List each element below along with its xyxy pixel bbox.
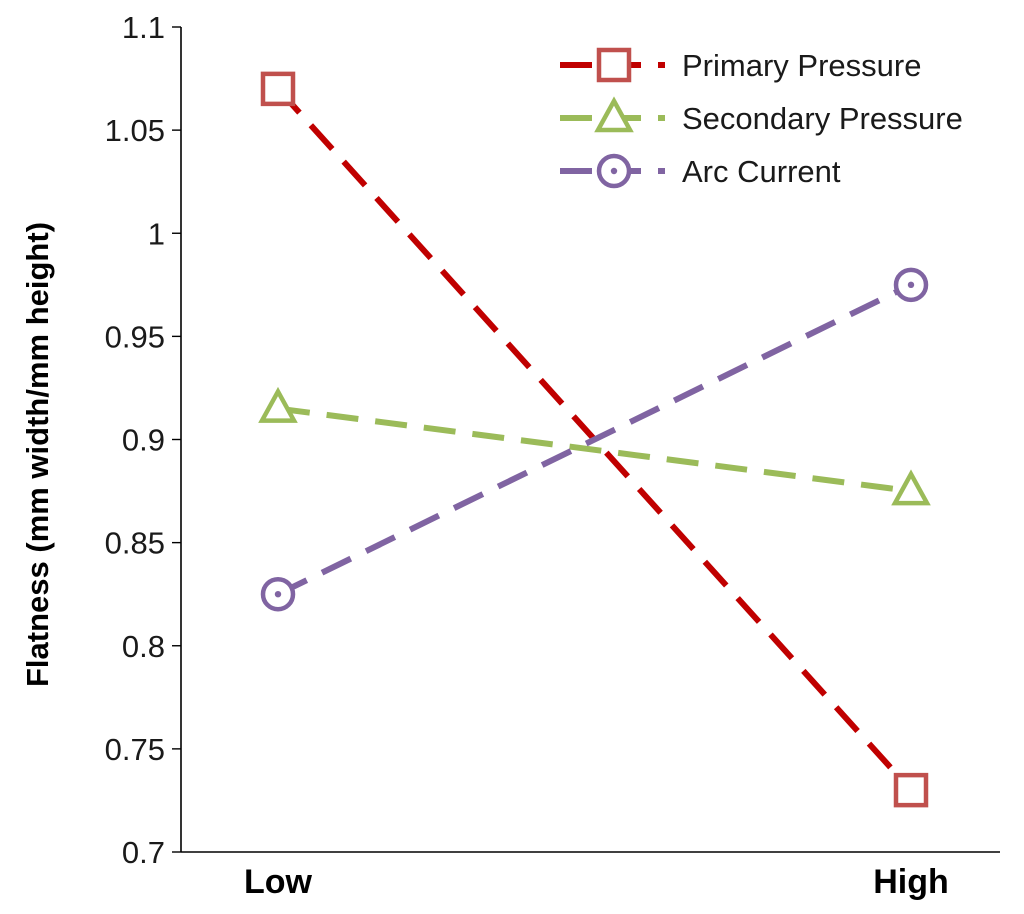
data-point-1-0 [258, 386, 298, 423]
x-category-label: High [873, 863, 949, 901]
x-category-label: Low [244, 863, 313, 901]
legend: Primary Pressure Secondary Pressure Arc Cu… [560, 47, 963, 189]
series-line-1 [277, 405, 912, 495]
legend-label: Primary Pressure [682, 48, 921, 83]
y-axis-title: Flatness (mm width/mm height) [20, 222, 55, 687]
legend-label: Secondary Pressure [682, 101, 963, 136]
legend-marker [594, 96, 634, 133]
legend-label: Arc Current [682, 154, 841, 189]
data-point-2-0 [260, 576, 296, 612]
y-tick-label: 0.8 [122, 629, 165, 664]
y-tick-label: 0.75 [105, 732, 165, 767]
data-point-2-0-dot [274, 590, 282, 598]
legend-entry: Primary Pressure [560, 47, 921, 83]
data-point-1-1 [891, 469, 931, 506]
y-tick-label: 1 [148, 216, 165, 251]
y-tick-label: 0.9 [122, 423, 165, 458]
y-tick-label: 1.1 [122, 10, 165, 45]
y-tick-label: 0.95 [105, 319, 165, 354]
data-point-2-1-dot [907, 281, 915, 289]
data-point-0-0 [260, 71, 296, 107]
y-tick-label: 1.05 [105, 113, 165, 148]
legend-marker [596, 153, 632, 189]
data-point-0-1 [893, 772, 929, 808]
legend-marker [596, 47, 632, 83]
series-layer [258, 71, 931, 808]
y-tick-label: 0.85 [105, 526, 165, 561]
axes: 0.7 0.75 0.8 0.85 0.9 0.95 1 1.05 1.1 Low High [105, 10, 1000, 901]
y-tick-label: 0.7 [122, 835, 165, 870]
legend-entry: Secondary Pressure [560, 96, 963, 136]
legend-marker-dot [610, 167, 618, 175]
data-point-2-1 [893, 267, 929, 303]
legend-entry: Arc Current [560, 153, 841, 189]
series-line-2 [276, 282, 913, 597]
